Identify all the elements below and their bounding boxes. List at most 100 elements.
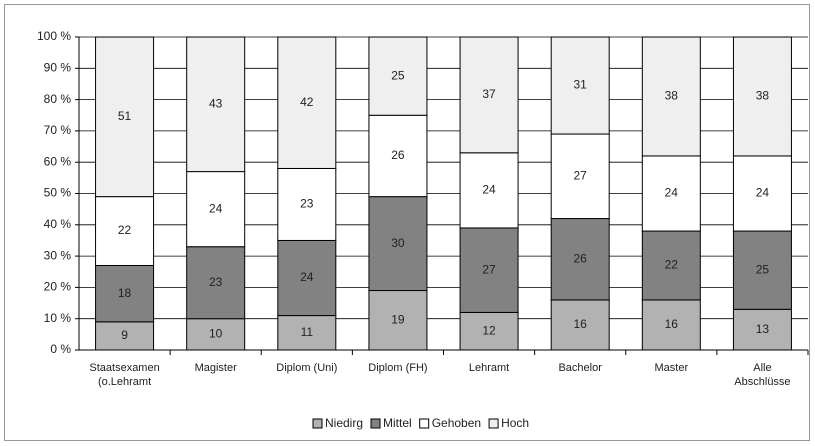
x-tick-line: Magister: [195, 362, 238, 374]
x-tick-line: Lehramt: [469, 362, 509, 374]
x-tick-label: Magister: [195, 362, 238, 374]
legend-swatch: [419, 418, 430, 429]
data-label: 30: [391, 236, 405, 250]
data-label: 19: [391, 312, 405, 326]
bar-segment: [95, 264, 155, 323]
x-tick-line: Master: [655, 362, 689, 374]
bar-segment: [550, 299, 610, 351]
bar-segment: [368, 196, 428, 292]
data-label: 16: [574, 317, 588, 331]
data-label: 38: [665, 89, 679, 103]
bar-segment: [95, 36, 155, 198]
x-tick-label: Master: [655, 362, 689, 374]
x-tick-label: Bachelor: [558, 362, 602, 374]
bar-segment: [459, 36, 519, 154]
bar-segment: [732, 36, 792, 157]
data-label: 13: [756, 322, 770, 336]
legend-swatch: [312, 418, 323, 429]
y-tick-label: 30 %: [44, 248, 72, 262]
y-tick-label: 80 %: [44, 92, 72, 106]
data-label: 24: [756, 186, 770, 200]
bar-segment: [186, 171, 246, 248]
y-tick-label: 10 %: [44, 311, 72, 325]
data-label: 24: [300, 270, 314, 284]
legend-swatch: [370, 418, 381, 429]
bar-segment: [277, 36, 337, 169]
x-tick-line: (o.Lehramt: [98, 376, 151, 388]
x-tick-label: Staatsexamen (o.Lehramt: [89, 362, 159, 388]
data-label: 9: [121, 328, 128, 342]
x-tick-line: Diplom (Uni): [276, 362, 337, 374]
data-label: 37: [482, 87, 496, 101]
data-label: 26: [574, 251, 588, 265]
bar-segment: [186, 246, 246, 320]
y-tick-label: 50 %: [44, 186, 72, 200]
bar-segment: [368, 114, 428, 198]
bar-segment: [550, 218, 610, 301]
y-tick-label: 90 %: [44, 60, 72, 74]
bar-segment: [277, 167, 337, 241]
bar-segment: [368, 36, 428, 116]
legend-label: Niedirg: [325, 416, 363, 430]
x-tick-line: Abschlüsse: [734, 376, 790, 388]
bar-segment: [459, 227, 519, 313]
y-tick-label: 60 %: [44, 154, 72, 168]
data-label: 12: [482, 323, 496, 337]
bar-segment: [641, 36, 701, 157]
data-label: 42: [300, 95, 314, 109]
data-label: 26: [391, 148, 405, 162]
x-tick-label: Lehramt: [469, 362, 509, 374]
data-label: 23: [300, 197, 314, 211]
data-label: 24: [665, 186, 679, 200]
y-tick-label: 0 %: [50, 342, 71, 356]
y-tick-label: 20 %: [44, 280, 72, 294]
data-label: 10: [209, 327, 223, 341]
bar-segment: [459, 152, 519, 229]
legend-swatch: [488, 418, 499, 429]
legend: Niedirg Mittel Gehoben Hoch: [312, 416, 529, 430]
data-label: 25: [756, 262, 770, 276]
data-label: 31: [574, 78, 588, 92]
data-label: 27: [574, 168, 588, 182]
bar-segment: [641, 155, 701, 232]
bar-segment: [641, 230, 701, 301]
bar-segment: [95, 321, 155, 351]
data-label: 11: [301, 325, 314, 339]
data-label: 16: [665, 317, 679, 331]
data-label: 18: [118, 286, 132, 300]
bar-segment: [368, 290, 428, 351]
data-label: 22: [665, 258, 679, 272]
x-tick-label: Diplom (FH): [368, 362, 427, 374]
bar-segment: [641, 299, 701, 351]
data-label: 43: [209, 96, 223, 110]
legend-label: Gehoben: [432, 416, 481, 430]
y-tick-label: 40 %: [44, 217, 72, 231]
data-label: 27: [482, 262, 496, 276]
bar-segment: [732, 155, 792, 232]
data-label: 51: [118, 109, 132, 123]
x-tick-line: Staatsexamen: [89, 362, 159, 374]
y-tick-label: 70 %: [44, 123, 72, 137]
data-label: 24: [482, 183, 496, 197]
data-label: 24: [209, 201, 223, 215]
x-tick-label: Diplom (Uni): [276, 362, 337, 374]
data-label: 22: [118, 223, 132, 237]
bar-segment: [277, 239, 337, 317]
x-tick-line: Bachelor: [558, 362, 602, 374]
legend-label: Mittel: [383, 416, 412, 430]
data-label: 23: [209, 275, 223, 289]
x-tick-line: Alle: [753, 362, 771, 374]
data-label: 25: [391, 68, 405, 82]
bar-segment: [550, 133, 610, 220]
legend-label: Hoch: [501, 416, 529, 430]
bar-segment: [732, 230, 792, 310]
bar-segment: [186, 318, 246, 351]
bar-segment: [550, 36, 610, 135]
x-tick-line: Diplom (FH): [368, 362, 427, 374]
bar-segment: [186, 36, 246, 173]
data-label: 38: [756, 89, 770, 103]
bar-segment: [95, 196, 155, 266]
y-tick-label: 100 %: [37, 29, 71, 43]
x-tick-label: Alle Abschlüsse: [734, 362, 790, 388]
